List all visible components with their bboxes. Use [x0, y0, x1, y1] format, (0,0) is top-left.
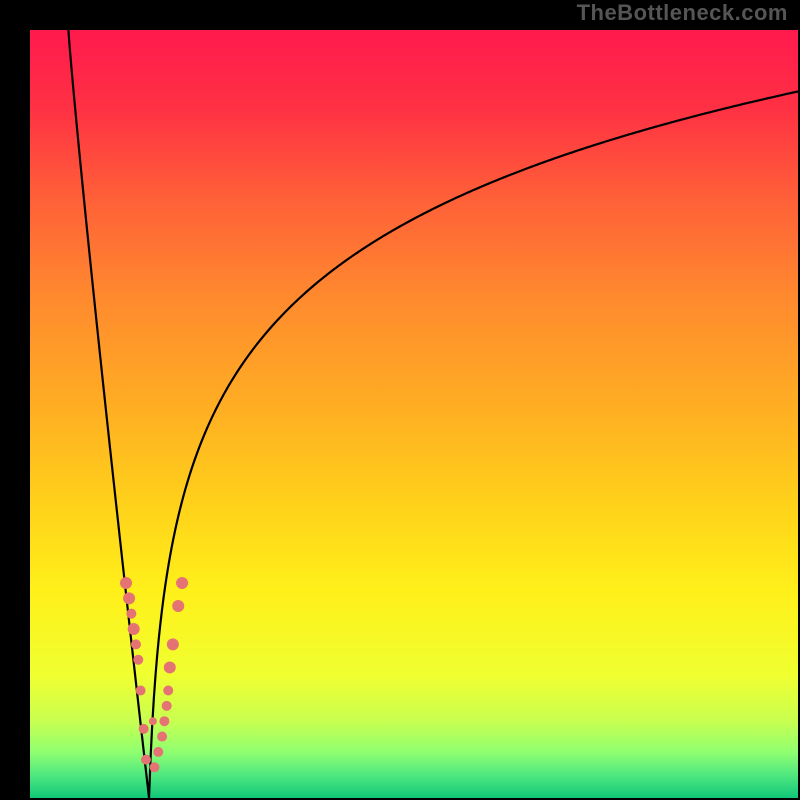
curve-right-branch: [149, 91, 798, 798]
marker-dot: [120, 577, 132, 589]
marker-dot: [123, 592, 135, 604]
marker-dot: [163, 685, 173, 695]
marker-dot: [172, 600, 184, 612]
marker-dot: [136, 685, 146, 695]
marker-dot: [128, 623, 140, 635]
marker-dot: [167, 638, 179, 650]
watermark-text: TheBottleneck.com: [577, 0, 788, 26]
marker-dot: [157, 732, 167, 742]
marker-dot: [159, 716, 169, 726]
marker-dot: [126, 609, 136, 619]
marker-dot: [149, 717, 157, 725]
marker-dot: [133, 655, 143, 665]
curve-left-branch: [68, 30, 149, 798]
plot-area: [30, 30, 798, 798]
curve-overlay: [30, 30, 798, 798]
marker-dot: [141, 755, 151, 765]
marker-dot: [162, 701, 172, 711]
marker-dot: [153, 747, 163, 757]
marker-dot: [149, 762, 159, 772]
marker-dot: [131, 639, 141, 649]
chart-frame: TheBottleneck.com: [0, 0, 800, 800]
marker-dot: [139, 724, 149, 734]
marker-dot: [164, 661, 176, 673]
marker-dot: [176, 577, 188, 589]
